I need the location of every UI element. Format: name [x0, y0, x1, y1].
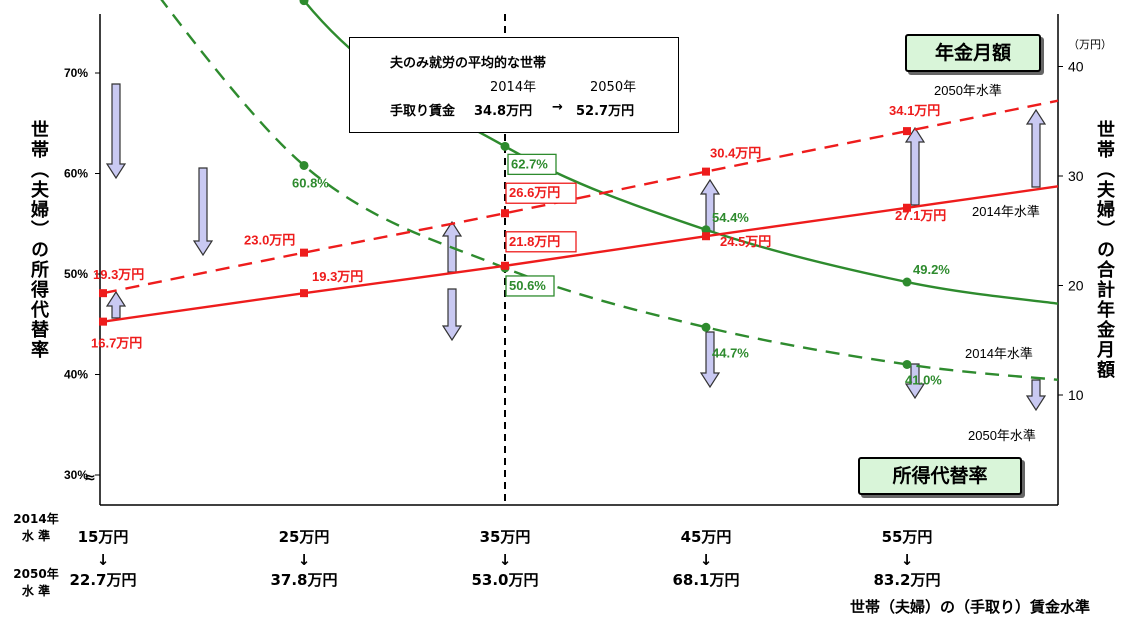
- decline-arrow-green: [192, 167, 214, 257]
- data-label: 50.6%: [509, 278, 546, 293]
- left-axis-title: 世帯（夫婦）の所得代替率: [28, 120, 49, 360]
- info-box-value2: 52.7万円: [576, 104, 635, 119]
- data-point: [99, 289, 107, 298]
- decline-arrow-green: [441, 288, 463, 342]
- axis-break-mark: ≈: [84, 470, 96, 486]
- left-tick-label: 50%: [64, 267, 88, 281]
- data-label: 16.7万円: [91, 336, 142, 351]
- data-label: 21.8万円: [509, 234, 560, 249]
- data-point: [702, 232, 710, 241]
- row-label-2050: 2050年: [13, 566, 58, 581]
- data-point: [903, 127, 911, 136]
- data-label: 30.4万円: [710, 146, 761, 161]
- info-box-year1: 2014年: [490, 80, 537, 95]
- right-tick-label: 30: [1068, 168, 1084, 184]
- data-label: 34.1万円: [889, 103, 940, 118]
- right-axis-unit: （万円）: [1068, 38, 1112, 51]
- x-tick-2050: 37.8万円: [270, 571, 337, 589]
- right-axis-title: 世帯（夫婦）の合計年金月額: [1094, 120, 1115, 380]
- x-tick-arrow: ↓: [901, 551, 914, 569]
- data-point: [903, 203, 911, 212]
- data-label: 19.3万円: [93, 267, 144, 282]
- data-label-box: [507, 153, 557, 176]
- data-point: [299, 0, 309, 6]
- data-point: [701, 225, 711, 235]
- data-point: [701, 322, 711, 332]
- data-point: [500, 141, 510, 151]
- x-tick-2014: 25万円: [279, 528, 330, 546]
- info-box-year2: 2050年: [590, 80, 637, 95]
- x-tick-2014: 35万円: [480, 528, 531, 546]
- right-tick-label: 10: [1068, 387, 1084, 403]
- info-box-value1: 34.8万円: [474, 104, 533, 119]
- data-point: [99, 317, 107, 326]
- data-point: [902, 277, 912, 287]
- x-tick-2050: 83.2万円: [873, 571, 940, 589]
- right-tick-label: 20: [1068, 278, 1084, 294]
- data-point: [501, 261, 509, 270]
- info-box-arrow: →: [552, 100, 563, 115]
- increase-arrow-red: [699, 178, 721, 233]
- data-label: 60.8%: [292, 175, 329, 190]
- series-name-label: 2050年水準: [934, 83, 1002, 98]
- left-tick-label: 70%: [64, 66, 88, 80]
- series-name-label: 2050年水準: [968, 428, 1036, 443]
- data-label: 41.0%: [905, 372, 942, 387]
- data-label: 27.1万円: [895, 208, 946, 223]
- info-box-row-label: 手取り賃金: [390, 104, 456, 119]
- info-box-title: 夫のみ就労の平均的な世帯: [390, 56, 547, 71]
- data-point: [300, 289, 308, 298]
- data-point: [299, 160, 309, 170]
- row-label-2050: 水 準: [22, 583, 50, 598]
- row-label-2014: 2014年: [13, 511, 58, 526]
- data-label: 19.3万円: [312, 269, 363, 284]
- x-tick-arrow: ↓: [97, 551, 110, 569]
- data-point: [501, 209, 509, 218]
- x-tick-2014: 45万円: [681, 528, 732, 546]
- data-label-box: [505, 231, 577, 253]
- data-point: [702, 167, 710, 176]
- increase-arrow-red: [105, 290, 127, 319]
- x-tick-arrow: ↓: [298, 551, 311, 569]
- right-tick-label: 40: [1068, 59, 1084, 75]
- decline-arrow-green: [699, 331, 721, 389]
- increase-arrow-red: [1025, 108, 1047, 188]
- data-label: 23.0万円: [244, 233, 295, 248]
- row-label-2014: 水 準: [22, 528, 50, 543]
- data-label: 26.6万円: [509, 185, 560, 200]
- x-tick-arrow: ↓: [700, 551, 713, 569]
- data-label: 49.2%: [913, 262, 950, 277]
- series-line: [102, 185, 1059, 323]
- x-tick-2014: 15万円: [78, 528, 129, 546]
- series-name-label: 2014年水準: [972, 204, 1040, 219]
- data-label: 62.7%: [511, 156, 548, 171]
- x-tick-2050: 53.0万円: [471, 571, 538, 589]
- left-tick-label: 40%: [64, 368, 88, 382]
- pension-badge: 年金月額: [905, 34, 1041, 72]
- decline-arrow-green: [1025, 379, 1047, 412]
- x-tick-2050: 68.1万円: [672, 571, 739, 589]
- data-label-box: [505, 182, 577, 204]
- x-axis-title: 世帯（夫婦）の（手取り）賃金水準: [850, 598, 1091, 616]
- decline-arrow-green: [105, 83, 127, 180]
- left-tick-label: 60%: [64, 167, 88, 181]
- average-household-box: 夫のみ就労の平均的な世帯 2014年 2050年 手取り賃金 34.8万円 → …: [349, 37, 679, 133]
- data-point: [902, 359, 912, 369]
- series-line: [102, 99, 1059, 295]
- data-label-box: [505, 275, 555, 297]
- x-tick-2050: 22.7万円: [69, 571, 136, 589]
- data-label: 24.5万円: [720, 234, 771, 249]
- data-point: [300, 248, 308, 257]
- x-tick-arrow: ↓: [499, 551, 512, 569]
- replacement-rate-badge: 所得代替率: [858, 457, 1022, 495]
- series-name-label: 2014年水準: [965, 346, 1033, 361]
- increase-arrow-red: [904, 126, 926, 206]
- data-label: 44.7%: [712, 345, 749, 360]
- left-tick-label: 30%: [64, 468, 88, 482]
- data-label: 54.4%: [712, 210, 749, 225]
- x-tick-2014: 55万円: [882, 528, 933, 546]
